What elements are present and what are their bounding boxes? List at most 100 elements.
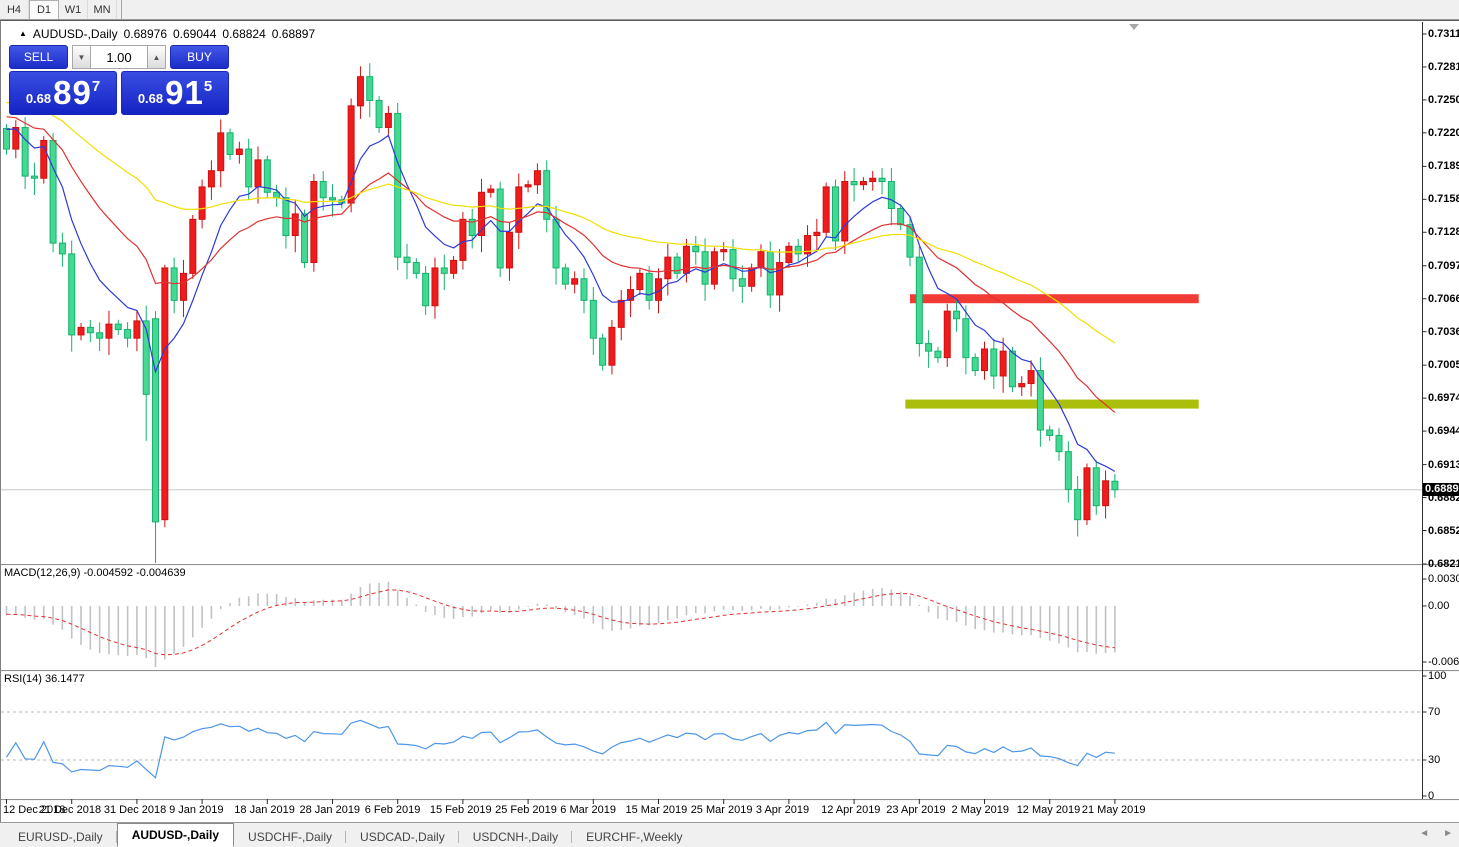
candle	[152, 318, 160, 523]
candle	[3, 128, 10, 150]
symbol-tab-eurchf[interactable]: EURCHF-,Weekly	[586, 830, 683, 844]
rsi-axis-tick: 30	[1428, 754, 1441, 766]
candle	[627, 289, 635, 301]
chart-window[interactable]: ▲ AUDUSD-,Daily 0.68976 0.69044 0.68824 …	[0, 20, 1459, 822]
candle	[198, 186, 206, 220]
symbol-tab-usdcnh[interactable]: USDCNH-,Daily	[459, 827, 573, 847]
rsi-value: 36.1477	[44, 673, 85, 685]
candle	[384, 112, 392, 128]
candle	[459, 218, 467, 261]
candle	[412, 262, 420, 274]
candle	[394, 112, 402, 258]
date-axis-label: 21 May 2019	[1081, 804, 1146, 816]
mid-ma-line	[6, 116, 1116, 413]
date-axis-label: 3 Apr 2019	[755, 804, 810, 816]
macd-group	[5, 581, 1116, 667]
candle	[1018, 383, 1026, 388]
date-axis-label: 15 Feb 2019	[429, 804, 492, 816]
candle	[86, 326, 94, 334]
sell-price-pips: 89	[53, 74, 92, 111]
date-axis-label: 18 Jan 2019	[234, 804, 295, 816]
candle	[96, 332, 104, 339]
buy-button[interactable]: BUY	[170, 45, 229, 69]
macd-axis-tick: 0.003035	[1428, 573, 1459, 585]
buy-price-prefix: 0.68	[137, 90, 164, 106]
candle	[822, 186, 830, 233]
date-axis-label: 23 Apr 2019	[886, 804, 946, 816]
candle	[738, 278, 746, 287]
tab-scroll-right-icon[interactable]: ►	[1443, 828, 1453, 839]
symbol-tab-eurusd[interactable]: EURUSD-,Daily	[4, 827, 117, 847]
lot-decrease-button[interactable]: ▼	[72, 45, 91, 69]
candle	[589, 299, 597, 339]
candle	[636, 272, 644, 291]
candle	[68, 253, 76, 336]
timeframe-button-d1[interactable]: D1	[29, 0, 59, 19]
candle	[813, 231, 821, 237]
lot-size-input[interactable]	[91, 45, 147, 69]
candle	[301, 213, 309, 264]
lot-increase-button[interactable]: ▲	[147, 45, 166, 69]
timeframe-toolbar: H4 D1 W1 MN	[0, 0, 1459, 20]
candle	[552, 218, 560, 269]
candle	[356, 76, 364, 107]
candle	[217, 132, 225, 172]
candle	[571, 278, 579, 285]
sell-price-box[interactable]: 0.68 89 7	[9, 71, 117, 115]
fast-ma-line	[6, 128, 1116, 472]
symbol-tab-bar: EURUSD-,Daily AUDUSD-,Daily USDCHF-,Daily U…	[0, 822, 1459, 847]
candle	[515, 186, 523, 233]
candle	[608, 326, 616, 366]
sell-button[interactable]: SELL	[9, 45, 68, 69]
macd-axis-tick: 0.00	[1428, 599, 1450, 612]
one-click-trading-panel: SELL ▼ ▲ BUY 0.68 89 7 0.68 91 5	[9, 45, 229, 115]
rsi-axis-tick: 0	[1428, 790, 1435, 802]
candle	[962, 318, 970, 359]
price-axis-tick: 0.73115	[1428, 28, 1459, 40]
chart-symbol-label: AUDUSD-,Daily	[32, 27, 118, 41]
collapse-triangle-icon[interactable]: ▲	[19, 29, 27, 38]
rsi-label: RSI(14) 36.1477	[4, 673, 85, 685]
candle	[1074, 488, 1082, 521]
candle	[263, 159, 271, 193]
candle	[505, 231, 513, 269]
symbol-tab-audusd[interactable]: AUDUSD-,Daily	[116, 823, 235, 847]
date-axis-label: 12 Apr 2019	[821, 804, 881, 816]
candle	[878, 177, 886, 182]
candle	[599, 337, 607, 366]
candle	[440, 267, 448, 274]
chart-canvas[interactable]	[1, 21, 1459, 822]
candle	[1036, 370, 1044, 431]
scroll-to-end-icon[interactable]	[1129, 24, 1139, 30]
candle	[366, 76, 374, 101]
sell-price-prefix: 0.68	[25, 90, 52, 106]
candle	[105, 323, 113, 339]
candle	[1083, 467, 1091, 521]
candle	[114, 323, 122, 331]
price-axis-tick: 0.72505	[1428, 93, 1459, 106]
timeframe-button-w1[interactable]: W1	[59, 0, 88, 19]
tab-scroll-left-icon[interactable]: ◄	[1419, 828, 1430, 839]
symbol-tab-usdcad[interactable]: USDCAD-,Daily	[346, 827, 459, 847]
candle	[664, 256, 672, 280]
timeframe-button-mn[interactable]: MN	[88, 0, 117, 19]
candle	[673, 256, 681, 274]
candle	[981, 348, 989, 372]
symbol-tab-usdchf[interactable]: USDCHF-,Daily	[234, 827, 347, 847]
macd-signal-line	[6, 589, 1115, 656]
candles-group	[3, 63, 1119, 563]
rsi-name: RSI(14)	[4, 673, 42, 685]
candle	[1111, 480, 1119, 491]
resistance-level-line	[909, 294, 1199, 304]
candle	[953, 310, 961, 320]
candle	[869, 177, 877, 182]
buy-price-box[interactable]: 0.68 91 5	[121, 71, 229, 115]
candle	[1027, 370, 1035, 385]
candle	[831, 186, 839, 242]
timeframe-button-h4[interactable]: H4	[0, 0, 29, 19]
candle	[282, 197, 290, 237]
candle	[533, 170, 541, 186]
